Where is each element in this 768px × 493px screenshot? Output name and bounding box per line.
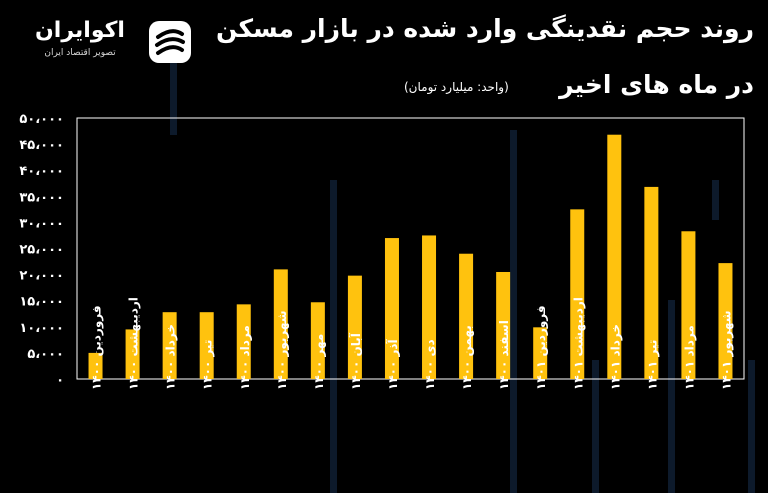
y-tick-label: ۱۰،۰۰۰ xyxy=(19,321,64,336)
x-tick-label: اسفند ۱۴۰۰ xyxy=(497,320,511,390)
x-tick-label: شهریور ۱۴۰۰ xyxy=(275,310,290,390)
x-tick-label: خرداد ۱۴۰۱ xyxy=(608,324,622,390)
x-tick-label: اردیبهشت ۱۴۰۱ xyxy=(571,297,585,390)
x-tick-label: آبان ۱۴۰۰ xyxy=(348,332,363,390)
y-tick-label: ۰ xyxy=(56,373,64,388)
x-tick-label: فروردین ۱۴۰۰ xyxy=(90,305,105,390)
x-tick-label: بهمن ۱۴۰۰ xyxy=(460,325,474,390)
bar xyxy=(162,312,177,379)
x-tick-label: مهر ۱۴۰۰ xyxy=(312,334,326,390)
x-tick-label: آذر ۱۴۰۰ xyxy=(385,338,400,390)
bar xyxy=(384,238,399,379)
y-tick-label: ۳۰،۰۰۰ xyxy=(19,216,64,231)
x-tick-label: تیر ۱۴۰۰ xyxy=(201,340,215,390)
y-tick-label: ۲۰،۰۰۰ xyxy=(19,269,64,284)
y-tick-label: ۴۰،۰۰۰ xyxy=(19,164,64,179)
brand-name: اکوایران xyxy=(35,18,125,43)
x-tick-label: دی ۱۴۰۰ xyxy=(423,339,437,390)
bar xyxy=(533,327,548,379)
chart-title-line2: در ماه های اخیر xyxy=(559,70,754,99)
bar xyxy=(199,312,214,379)
bar xyxy=(496,271,511,379)
x-tick-label: مرداد ۱۴۰۰ xyxy=(238,325,252,390)
brand: اکوایران تصویر اقتصاد ایران xyxy=(30,18,200,68)
bar xyxy=(310,302,325,379)
bar xyxy=(570,209,585,379)
x-tick-label: اردیبهشت ۱۴۰۰ xyxy=(127,297,141,390)
x-tick-label: تیر ۱۴۰۱ xyxy=(645,340,659,390)
bar xyxy=(273,269,288,379)
ecoiran-logo-icon xyxy=(149,21,191,63)
x-tick-label: شهریور ۱۴۰۱ xyxy=(719,310,734,390)
bar xyxy=(236,304,251,379)
x-tick-label: خرداد ۱۴۰۰ xyxy=(164,324,178,390)
x-tick-label: فروردین ۱۴۰۱ xyxy=(534,305,549,390)
unit-note: (واحد: میلیارد تومان) xyxy=(404,80,509,94)
brand-tagline: تصویر اقتصاد ایران xyxy=(44,48,116,58)
y-tick-label: ۵۰،۰۰۰ xyxy=(19,112,64,127)
bar xyxy=(88,352,103,379)
y-tick-label: ۱۵،۰۰۰ xyxy=(19,295,64,310)
y-tick-label: ۴۵،۰۰۰ xyxy=(19,138,64,153)
y-tick-label: ۲۵،۰۰۰ xyxy=(19,243,64,258)
y-tick-label: ۳۵،۰۰۰ xyxy=(19,190,64,205)
bar xyxy=(347,275,362,379)
bar xyxy=(681,231,696,379)
bar xyxy=(459,253,474,379)
bar xyxy=(422,235,437,379)
bar xyxy=(607,134,622,379)
bar xyxy=(718,263,733,379)
bar xyxy=(125,329,140,379)
x-tick-label: مرداد ۱۴۰۱ xyxy=(682,325,696,390)
y-tick-label: ۵،۰۰۰ xyxy=(27,347,64,362)
chart-title-line1: روند حجم نقدینگی وارد شده در بازار مسکن xyxy=(216,14,754,43)
plot-frame xyxy=(76,117,745,380)
bar xyxy=(644,186,659,379)
